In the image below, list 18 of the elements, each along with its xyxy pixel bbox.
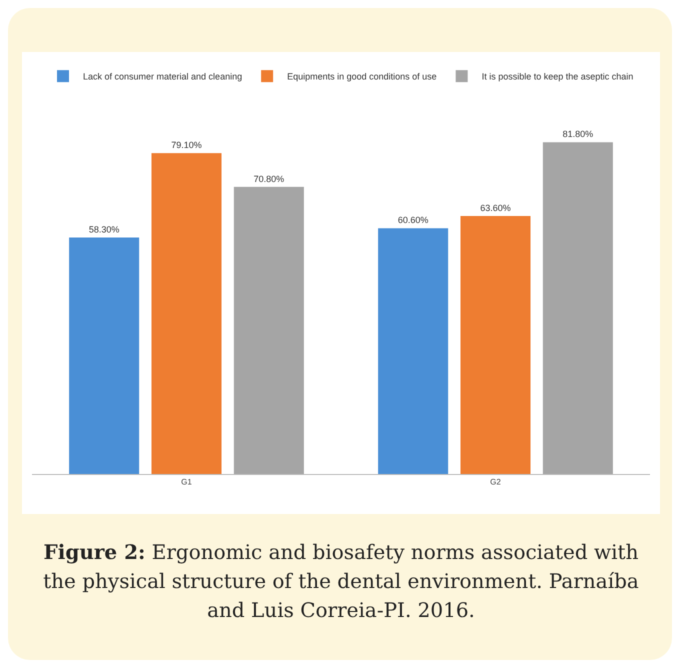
data-label: 70.80% bbox=[254, 174, 284, 184]
data-label: 81.80% bbox=[562, 129, 594, 140]
data-label: 63.60% bbox=[480, 203, 511, 214]
x-tick-label: G2 bbox=[490, 478, 502, 487]
data-label: 60.60% bbox=[398, 215, 428, 226]
bar bbox=[542, 142, 613, 474]
legend-label: It is possible to keep the aseptic chain bbox=[482, 72, 634, 82]
caption: Figure 2: Ergonomic and biosafety norms associated with the physical structure of the dental environment. Parnaíba and Luis Correia-PI. 2016. bbox=[43, 540, 639, 622]
data-label: 79.10% bbox=[171, 140, 202, 150]
data-label: 58.30% bbox=[88, 224, 120, 235]
legend-label: Equipments in good conditions of use bbox=[287, 72, 437, 82]
x-tick-label: G1 bbox=[181, 478, 192, 487]
bar bbox=[234, 186, 304, 474]
bar bbox=[69, 238, 140, 474]
bar bbox=[378, 228, 448, 474]
bar bbox=[151, 153, 222, 474]
legend-label: Lack of consumer material and cleaning bbox=[83, 72, 242, 82]
bar bbox=[460, 216, 531, 474]
